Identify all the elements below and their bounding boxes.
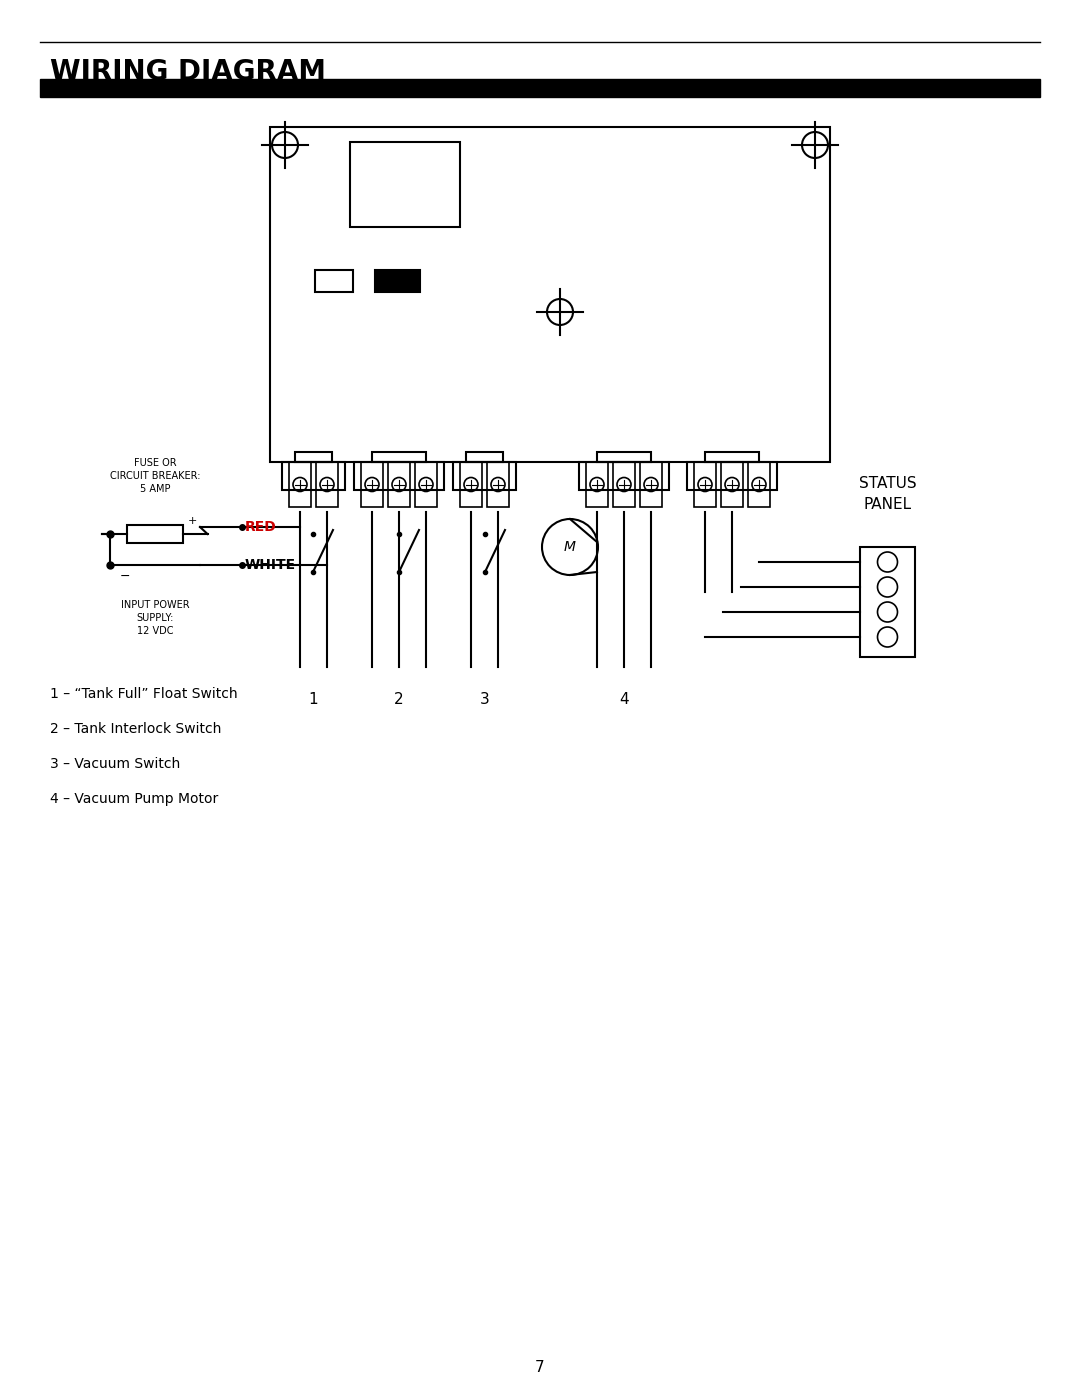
Bar: [315, 270, 353, 292]
Bar: [579, 462, 669, 490]
Text: 2 – Tank Interlock Switch: 2 – Tank Interlock Switch: [50, 722, 221, 736]
Bar: [613, 462, 635, 507]
Bar: [282, 462, 345, 490]
Bar: [289, 462, 311, 507]
Bar: [705, 453, 759, 462]
Bar: [748, 462, 770, 507]
Text: 3: 3: [481, 692, 490, 707]
Bar: [460, 462, 482, 507]
Bar: [487, 462, 509, 507]
Text: INPUT POWER
SUPPLY:
12 VDC: INPUT POWER SUPPLY: 12 VDC: [121, 599, 189, 637]
Bar: [586, 462, 608, 507]
Bar: [270, 127, 831, 462]
Bar: [388, 462, 410, 507]
Text: 1: 1: [308, 692, 318, 707]
Bar: [127, 525, 183, 543]
Bar: [316, 462, 338, 507]
Text: WHITE: WHITE: [245, 557, 296, 571]
Text: 3 – Vacuum Switch: 3 – Vacuum Switch: [50, 757, 180, 771]
Text: RED: RED: [245, 520, 276, 534]
Bar: [694, 462, 716, 507]
Bar: [350, 142, 460, 226]
Bar: [40, 80, 1040, 96]
Text: 4: 4: [619, 692, 629, 707]
Text: FUSE OR
CIRCUIT BREAKER:
5 AMP: FUSE OR CIRCUIT BREAKER: 5 AMP: [110, 458, 200, 495]
Bar: [453, 462, 516, 490]
Bar: [361, 462, 383, 507]
Bar: [465, 453, 503, 462]
Text: +: +: [188, 515, 197, 527]
Text: STATUS
PANEL: STATUS PANEL: [859, 476, 916, 511]
Text: 7: 7: [536, 1359, 544, 1375]
Bar: [860, 548, 915, 657]
Text: 1 – “Tank Full” Float Switch: 1 – “Tank Full” Float Switch: [50, 687, 238, 701]
Bar: [721, 462, 743, 507]
Text: 2: 2: [394, 692, 404, 707]
Bar: [372, 453, 426, 462]
Bar: [640, 462, 662, 507]
Bar: [375, 270, 420, 292]
Text: −: −: [120, 570, 131, 583]
Bar: [295, 453, 333, 462]
Text: 4 – Vacuum Pump Motor: 4 – Vacuum Pump Motor: [50, 792, 218, 806]
Text: WIRING DIAGRAM: WIRING DIAGRAM: [50, 59, 326, 87]
Text: M: M: [564, 541, 576, 555]
Bar: [354, 462, 444, 490]
Bar: [597, 453, 651, 462]
Bar: [687, 462, 777, 490]
Bar: [415, 462, 437, 507]
